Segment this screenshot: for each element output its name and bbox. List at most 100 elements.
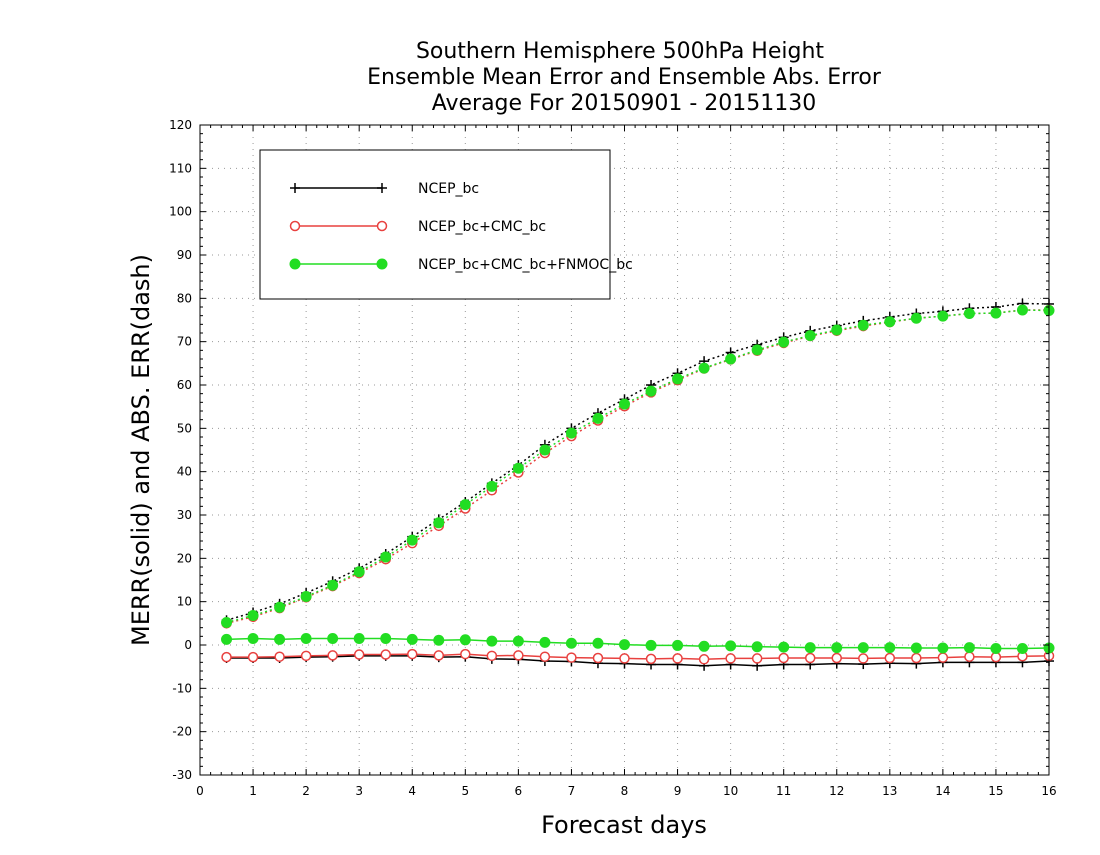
abs-err-point bbox=[565, 427, 577, 439]
merr-point bbox=[247, 633, 259, 644]
merr-point bbox=[698, 640, 710, 652]
merr-point bbox=[300, 650, 312, 662]
y-tick-label: 0 bbox=[184, 638, 192, 652]
merr-point bbox=[778, 652, 789, 664]
series-layer bbox=[221, 298, 1055, 671]
merr-point bbox=[831, 642, 843, 654]
merr-point bbox=[274, 651, 285, 662]
legend-label: NCEP_bc bbox=[418, 181, 479, 197]
x-tick-label: 2 bbox=[302, 784, 310, 798]
abs-err-point bbox=[221, 616, 233, 628]
merr-point bbox=[619, 639, 630, 651]
abs-err-point bbox=[937, 310, 949, 322]
legend-label: NCEP_bc+CMC_bc bbox=[418, 219, 546, 235]
merr-point bbox=[672, 639, 684, 651]
merr-point bbox=[512, 635, 524, 647]
y-tick-label: -10 bbox=[172, 681, 192, 695]
merr-point bbox=[565, 637, 577, 649]
merr-point bbox=[380, 649, 391, 660]
merr-point bbox=[353, 649, 365, 660]
y-tick-label: 90 bbox=[177, 248, 192, 262]
merr-point bbox=[433, 650, 445, 661]
y-tick-label: 100 bbox=[169, 205, 192, 219]
x-tick-label: 11 bbox=[776, 784, 791, 798]
merr-point bbox=[751, 653, 763, 664]
x-tick-label: 0 bbox=[196, 784, 204, 798]
merr-point bbox=[857, 642, 869, 654]
merr-point bbox=[353, 633, 365, 644]
x-axis-title: Forecast days bbox=[541, 811, 707, 839]
merr-point bbox=[486, 635, 498, 647]
merr-point bbox=[221, 633, 233, 645]
merr-point bbox=[592, 652, 604, 664]
legend-marker bbox=[290, 183, 300, 193]
x-tick-label: 13 bbox=[882, 784, 897, 798]
abs-err-point bbox=[592, 412, 604, 424]
merr-point bbox=[539, 651, 551, 662]
merr-point bbox=[645, 639, 657, 651]
y-tick-label: 40 bbox=[177, 465, 192, 479]
abs-err-point bbox=[884, 316, 896, 328]
merr-point bbox=[804, 652, 816, 664]
merr-point bbox=[592, 637, 604, 649]
merr-point bbox=[1016, 642, 1028, 654]
chart-title-line-2: Ensemble Mean Error and Ensemble Abs. Er… bbox=[367, 65, 882, 90]
abs-err-point bbox=[751, 344, 763, 356]
legend-entry: NCEP_bc+CMC_bc bbox=[289, 219, 546, 235]
merr-point bbox=[751, 641, 763, 653]
y-tick-label: 30 bbox=[177, 508, 192, 522]
y-tick-label: -20 bbox=[172, 725, 192, 739]
legend-entry: NCEP_bc+CMC_bc+FNMOC_bc bbox=[289, 257, 633, 273]
x-tick-label: 8 bbox=[621, 784, 629, 798]
x-tick-label: 14 bbox=[935, 784, 950, 798]
abs-err-line bbox=[226, 302, 1050, 622]
merr-point bbox=[778, 641, 790, 653]
merr-point bbox=[300, 633, 312, 644]
series-2 bbox=[221, 304, 1055, 665]
x-tick-label: 15 bbox=[988, 784, 1003, 798]
y-tick-label: 120 bbox=[169, 118, 192, 132]
merr-point bbox=[963, 642, 975, 654]
merr-point bbox=[858, 653, 869, 664]
abs-err-point bbox=[778, 336, 790, 348]
merr-point bbox=[327, 650, 338, 661]
merr-point bbox=[645, 653, 657, 665]
merr-point bbox=[433, 634, 445, 646]
merr-point bbox=[910, 642, 922, 654]
merr-point bbox=[327, 633, 339, 644]
merr-point bbox=[725, 640, 737, 652]
series-1 bbox=[221, 298, 1054, 671]
x-tick-label: 5 bbox=[461, 784, 469, 798]
x-tick-label: 9 bbox=[674, 784, 682, 798]
x-tick-label: 7 bbox=[568, 784, 576, 798]
chart-title: Southern Hemisphere 500hPa Height Ensemb… bbox=[367, 39, 882, 116]
merr-point bbox=[884, 652, 896, 664]
abs-err-point bbox=[619, 398, 630, 410]
abs-err-point bbox=[804, 330, 816, 342]
merr-point bbox=[937, 642, 949, 654]
abs-err-point bbox=[857, 319, 869, 331]
merr-point bbox=[990, 642, 1002, 654]
merr-point bbox=[406, 633, 418, 645]
abs-err-point bbox=[645, 385, 657, 397]
merr-point bbox=[884, 642, 896, 654]
merr-line bbox=[226, 637, 1050, 650]
merr-point bbox=[407, 648, 418, 660]
merr-point bbox=[486, 650, 498, 662]
legend-marker bbox=[289, 258, 301, 270]
abs-err-point bbox=[910, 312, 922, 324]
merr-point bbox=[698, 654, 710, 665]
legend-label: NCEP_bc+CMC_bc+FNMOC_bc bbox=[418, 257, 633, 273]
legend-marker bbox=[376, 258, 388, 270]
x-tick-label: 1 bbox=[249, 784, 257, 798]
y-tick-label: 110 bbox=[169, 161, 192, 175]
merr-point bbox=[911, 652, 922, 664]
abs-err-point bbox=[247, 610, 259, 622]
abs-err-point bbox=[672, 373, 684, 385]
abs-err-point bbox=[327, 579, 339, 591]
abs-err-point bbox=[486, 480, 498, 492]
legend-marker bbox=[377, 183, 387, 193]
y-tick-label: 20 bbox=[177, 551, 192, 565]
